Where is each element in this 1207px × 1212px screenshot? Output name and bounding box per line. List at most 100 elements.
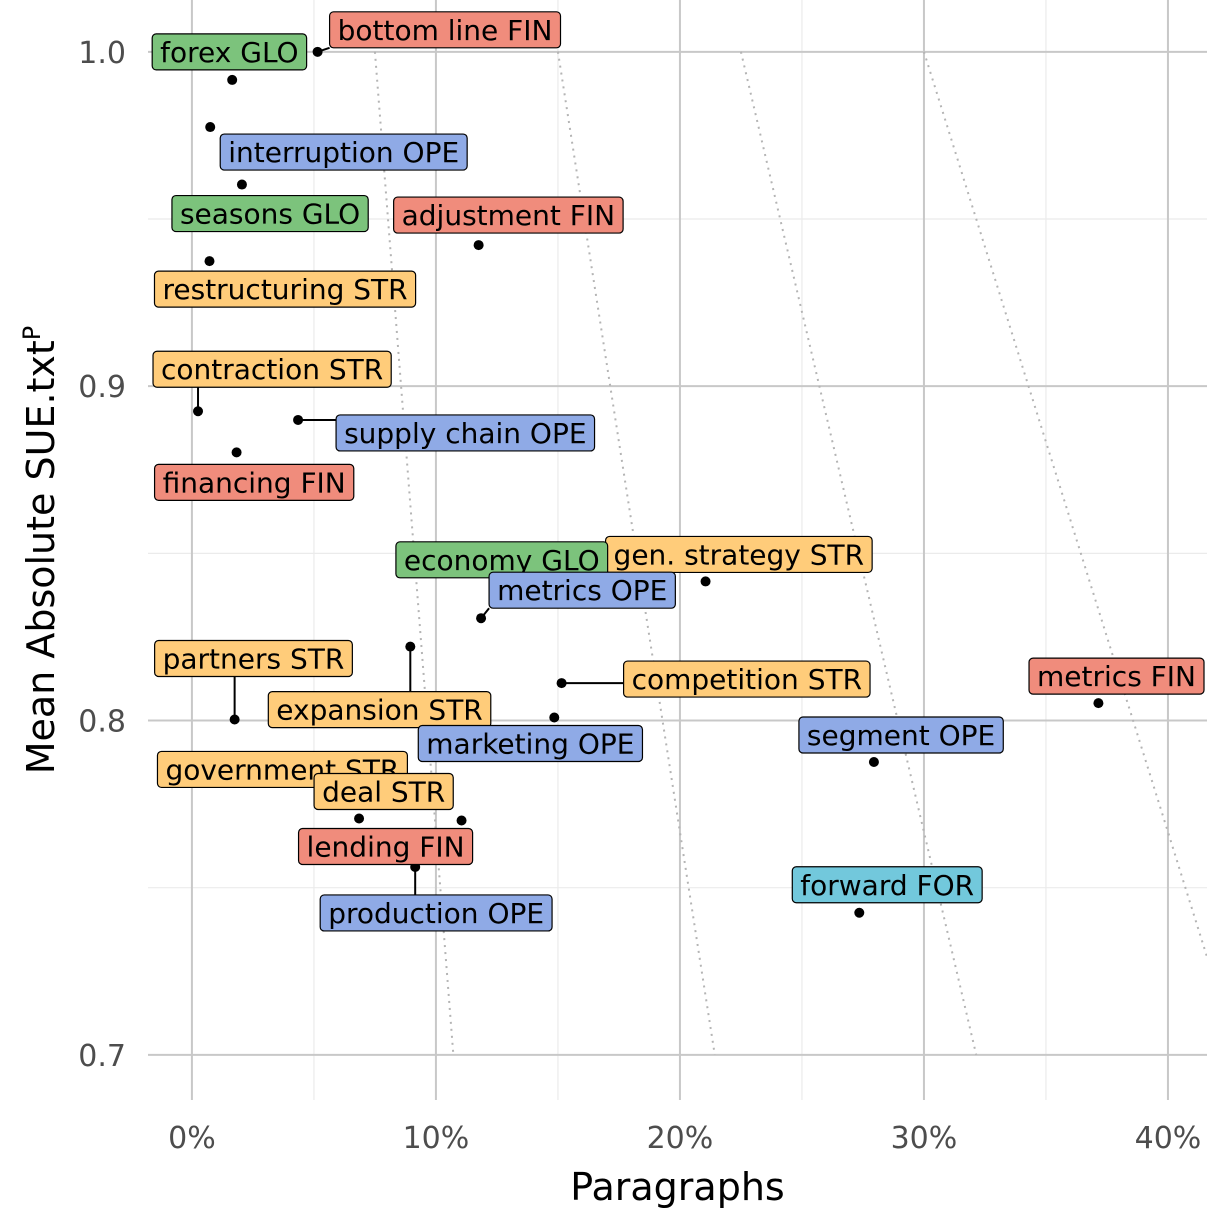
data-point	[354, 813, 365, 824]
y-axis-tick-labels: 0.7 0.8 0.9 1.0	[78, 36, 126, 1074]
data-label-box	[267, 691, 492, 729]
data-label-box	[1028, 657, 1205, 695]
data-label-box	[335, 414, 596, 452]
data-label-text: seasons GLO	[180, 198, 360, 231]
data-label: bottom line FIN	[328, 11, 562, 49]
data-point	[205, 122, 216, 133]
data-label-text: forex GLO	[160, 36, 298, 69]
data-point	[854, 907, 865, 918]
data-label-box	[622, 660, 871, 698]
data-label: deal STR	[313, 772, 454, 811]
data-label-text: forward FOR	[800, 869, 974, 902]
data-label: seasons GLO	[171, 194, 369, 233]
data-label: metrics OPE	[488, 571, 676, 609]
data-label-text: segment OPE	[807, 719, 995, 752]
y-tick-label: 0.9	[78, 370, 126, 405]
data-label-text: marketing OPE	[426, 728, 634, 761]
data-point	[473, 240, 484, 251]
data-label-box	[152, 350, 392, 388]
data-point	[556, 678, 567, 689]
data-label-text: bottom line FIN	[338, 14, 553, 47]
data-labels: forex GLO bottom line FIN interruption OPE…	[151, 11, 1205, 932]
data-label: adjustment FIN	[393, 196, 624, 234]
data-label-box	[297, 827, 474, 866]
data-label: contraction STR	[152, 350, 392, 388]
data-label: interruption OPE	[219, 133, 468, 171]
x-axis-title: Paragraphs	[570, 1165, 784, 1209]
data-point	[549, 712, 560, 723]
data-point	[456, 815, 467, 826]
data-label-text: adjustment FIN	[402, 199, 615, 232]
data-point	[193, 406, 204, 417]
data-label-text: lending FIN	[307, 830, 465, 863]
data-label: production OPE	[319, 894, 553, 932]
data-label-box	[151, 33, 308, 71]
data-label: forward FOR	[791, 866, 983, 904]
data-points	[193, 46, 1104, 918]
data-point	[700, 576, 711, 587]
data-label-box	[171, 194, 369, 233]
y-axis-title-main: Mean Absolute SUE.txt	[19, 340, 63, 774]
x-tick-label: 40%	[1135, 1121, 1202, 1156]
y-axis-title: Mean Absolute SUE.txtP	[18, 326, 63, 775]
data-label-text: expansion STR	[276, 694, 482, 727]
data-label-box	[219, 133, 468, 171]
data-label-box	[153, 463, 355, 501]
data-label: economy GLO	[395, 541, 609, 579]
x-tick-label: 20%	[647, 1121, 714, 1156]
data-label-box	[393, 196, 624, 234]
data-label-box	[313, 772, 454, 811]
data-point	[405, 641, 416, 652]
data-label-text: contraction STR	[161, 353, 383, 386]
x-tick-label: 30%	[891, 1121, 958, 1156]
data-label-text: gen. strategy STR	[614, 538, 865, 571]
data-point	[229, 714, 240, 725]
data-point	[204, 256, 215, 267]
data-label-box	[154, 639, 353, 678]
y-axis-title-superscript: P	[18, 326, 46, 340]
x-tick-label: 0%	[168, 1121, 216, 1156]
data-label-text: deal STR	[322, 775, 445, 808]
data-point	[1093, 698, 1104, 709]
data-point	[231, 447, 242, 458]
data-label-text: production OPE	[328, 897, 544, 930]
iso-curve	[922, 51, 1207, 961]
data-label: partners STR	[154, 639, 353, 678]
data-label-text: competition STR	[632, 663, 862, 696]
data-label-text: restructuring STR	[162, 273, 407, 306]
data-label-text: metrics FIN	[1037, 660, 1196, 693]
data-point	[868, 756, 879, 767]
data-label-box	[488, 571, 676, 609]
x-tick-label: 10%	[403, 1121, 470, 1156]
data-label: supply chain OPE	[335, 414, 596, 452]
data-label-box	[153, 270, 417, 308]
data-label: expansion STR	[267, 691, 492, 729]
data-label-text: metrics OPE	[497, 574, 667, 607]
data-label-box	[798, 716, 1004, 754]
data-point	[293, 414, 304, 425]
data-label: financing FIN	[153, 463, 355, 501]
data-label-box	[328, 11, 562, 49]
data-label-text: interruption OPE	[228, 136, 459, 169]
data-point	[312, 46, 323, 57]
data-label-box	[417, 724, 644, 763]
data-label: lending FIN	[297, 827, 474, 866]
data-label: restructuring STR	[153, 270, 417, 308]
data-label-text: partners STR	[163, 643, 345, 676]
data-label-box	[319, 894, 553, 932]
y-tick-label: 0.7	[78, 1039, 126, 1074]
data-label: segment OPE	[798, 716, 1004, 754]
data-label: forex GLO	[151, 33, 308, 71]
data-point	[236, 179, 247, 190]
data-label: competition STR	[622, 660, 871, 698]
data-label-box	[791, 866, 983, 904]
x-axis-tick-labels: 0% 10% 20% 30% 40%	[168, 1121, 1201, 1156]
data-label-text: financing FIN	[163, 466, 346, 499]
data-label-text: supply chain OPE	[344, 417, 586, 450]
data-label: metrics FIN	[1028, 657, 1205, 695]
data-point	[227, 74, 238, 85]
y-tick-label: 0.8	[78, 705, 126, 740]
y-tick-label: 1.0	[78, 36, 126, 71]
data-label: marketing OPE	[417, 724, 644, 763]
